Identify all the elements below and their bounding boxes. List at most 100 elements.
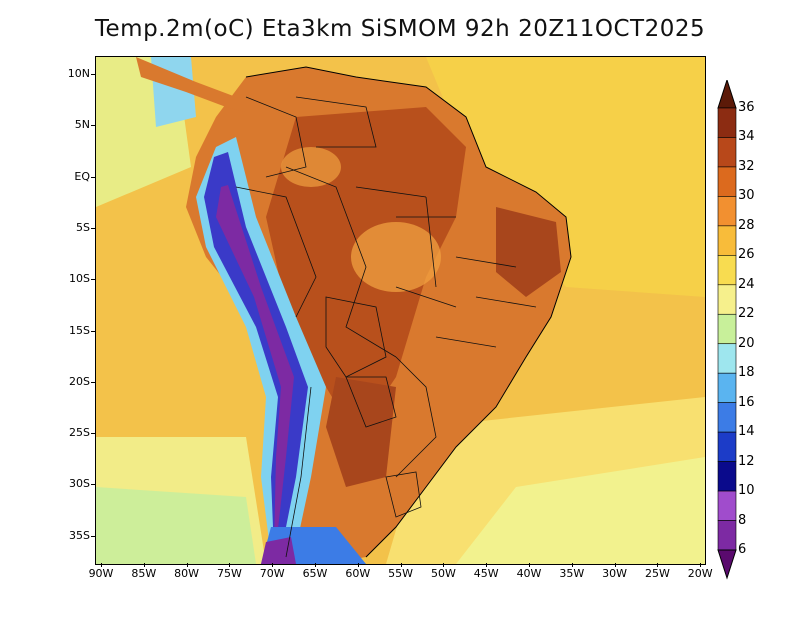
lon-tick xyxy=(272,563,274,567)
border-paraguay xyxy=(345,376,397,428)
lat-tick xyxy=(91,330,95,332)
patagonia-coldest-zone xyxy=(261,537,296,564)
lon-tick xyxy=(486,563,488,567)
hot-south-zone xyxy=(326,377,396,487)
colorbar-bottom-arrow xyxy=(717,549,737,580)
colorbar-label: 30 xyxy=(738,188,755,204)
lon-label: 60W xyxy=(345,567,371,580)
map-panel xyxy=(95,56,706,565)
colorbar-segment xyxy=(717,402,737,433)
lat-tick xyxy=(91,125,95,127)
colorbar-segment xyxy=(717,107,737,138)
lon-label: 25W xyxy=(644,567,670,580)
colorbar-segment xyxy=(717,431,737,462)
colorbar-label: 34 xyxy=(738,129,755,145)
lat-tick xyxy=(91,176,95,178)
lon-label: 45W xyxy=(473,567,499,580)
lon-label: 80W xyxy=(174,567,200,580)
lon-label: 35W xyxy=(559,567,585,580)
lat-tick xyxy=(91,279,95,281)
coastline xyxy=(245,66,572,558)
colorbar-label: 18 xyxy=(738,365,755,381)
lat-label: 25S xyxy=(69,426,90,440)
temperature-map xyxy=(96,57,705,564)
hot-northeast-zone xyxy=(496,207,561,297)
lat-tick xyxy=(91,227,95,229)
amazon-light-patch xyxy=(281,147,341,187)
colorbar-label: 24 xyxy=(738,276,755,292)
north-atlantic-warm-zone xyxy=(426,57,705,297)
colorbar-label: 14 xyxy=(738,424,755,440)
lon-tick xyxy=(571,563,573,567)
lon-tick xyxy=(657,563,659,567)
lat-label: 35S xyxy=(69,528,90,542)
lon-tick xyxy=(443,563,445,567)
border-peru xyxy=(235,186,317,318)
lat-label: 15S xyxy=(69,323,90,337)
lon-tick xyxy=(614,563,616,567)
lon-tick xyxy=(529,563,530,567)
central-america-land xyxy=(136,57,246,112)
lon-label: 20W xyxy=(687,567,713,580)
border-argentina-chile xyxy=(285,386,312,558)
lat-tick xyxy=(91,535,95,537)
colorbar-label: 6 xyxy=(738,542,747,557)
colorbar-segment xyxy=(717,313,737,345)
lat-tick xyxy=(91,484,95,486)
colorbar-label: 12 xyxy=(738,453,755,469)
colorbar-segment xyxy=(717,137,737,168)
lat-tick xyxy=(91,74,95,75)
lat-label: 5S xyxy=(76,220,90,234)
colorbar-segment xyxy=(717,225,737,256)
lon-label: 55W xyxy=(388,567,414,580)
lon-tick xyxy=(700,563,702,567)
colorbar-segment xyxy=(717,196,737,227)
lon-label: 90W xyxy=(88,567,114,580)
colorbar-segment xyxy=(717,490,737,521)
lon-label: 30W xyxy=(602,567,628,580)
lat-label: 10S xyxy=(69,272,90,286)
lon-label: 70W xyxy=(259,567,285,580)
border-uruguay xyxy=(385,471,422,518)
lat-label: 5N xyxy=(74,118,90,132)
colorbar-label: 8 xyxy=(738,512,747,528)
colorbar-segment xyxy=(717,255,737,286)
colorbar-label: 36 xyxy=(738,100,755,115)
lon-tick xyxy=(315,563,316,567)
colorbar-segment xyxy=(717,166,737,197)
colorbar-segment xyxy=(717,284,737,315)
lon-tick xyxy=(400,563,402,567)
colorbar-segment xyxy=(717,461,737,492)
colorbar-label: 10 xyxy=(738,483,755,499)
central-light-patch xyxy=(351,222,441,292)
border-brazil-south xyxy=(395,356,437,478)
lon-tick xyxy=(143,563,145,567)
lon-tick xyxy=(357,563,359,567)
lat-tick xyxy=(91,433,95,435)
lat-tick xyxy=(91,381,95,383)
colorbar-label: 28 xyxy=(738,217,755,233)
lon-tick xyxy=(101,563,102,567)
lat-label: 30S xyxy=(69,477,90,491)
border-colombia xyxy=(245,96,307,178)
colorbar-label: 22 xyxy=(738,306,755,322)
lon-label: 75W xyxy=(216,567,242,580)
colorbar-segment xyxy=(717,372,737,403)
map-title: Temp.2m(oC) Eta3km SiSMOM 92h 20Z11OCT20… xyxy=(94,16,706,42)
lon-label: 50W xyxy=(430,567,456,580)
colorbar-segment xyxy=(717,343,737,374)
border-brazil-west xyxy=(285,166,397,358)
lon-label: 40W xyxy=(516,567,542,580)
lon-label: 85W xyxy=(131,567,157,580)
south-atlantic-cooler-zone xyxy=(456,457,705,564)
andes-coldest-band xyxy=(216,185,294,547)
lat-label: 20S xyxy=(69,374,90,388)
lat-label: 10N xyxy=(67,67,90,80)
border-brazil-states xyxy=(355,186,537,348)
colorbar-top-arrow xyxy=(717,78,737,109)
lon-label: 65W xyxy=(302,567,328,580)
lon-tick xyxy=(229,563,231,567)
border-venezuela xyxy=(295,96,377,148)
colorbar-label: 16 xyxy=(738,394,755,410)
lat-label: EQ xyxy=(74,169,90,183)
